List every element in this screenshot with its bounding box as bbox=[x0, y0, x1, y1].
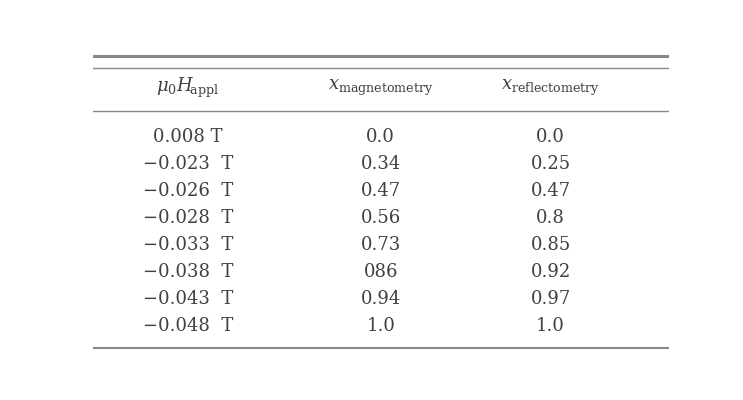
Text: 1.0: 1.0 bbox=[366, 316, 395, 334]
Text: 0.8: 0.8 bbox=[536, 209, 565, 227]
Text: 0.0: 0.0 bbox=[536, 128, 565, 146]
Text: −0.033  T: −0.033 T bbox=[143, 236, 233, 254]
Text: $x_{\mathrm{reflectometry}}$: $x_{\mathrm{reflectometry}}$ bbox=[501, 78, 600, 98]
Text: 0.97: 0.97 bbox=[531, 290, 571, 308]
Text: −0.023  T: −0.023 T bbox=[143, 155, 233, 173]
Text: −0.043  T: −0.043 T bbox=[143, 290, 233, 308]
Text: 0.94: 0.94 bbox=[360, 290, 401, 308]
Text: 0.0: 0.0 bbox=[366, 128, 395, 146]
Text: 0.25: 0.25 bbox=[531, 155, 571, 173]
Text: 1.0: 1.0 bbox=[536, 316, 565, 334]
Text: 0.34: 0.34 bbox=[360, 155, 401, 173]
Text: −0.026  T: −0.026 T bbox=[143, 182, 233, 200]
Text: 0.92: 0.92 bbox=[531, 263, 571, 281]
Text: −0.048  T: −0.048 T bbox=[143, 316, 233, 334]
Text: 0.73: 0.73 bbox=[360, 236, 401, 254]
Text: $\mu_0 H_{\!\mathrm{appl}}$: $\mu_0 H_{\!\mathrm{appl}}$ bbox=[156, 76, 219, 100]
Text: 0.008 T: 0.008 T bbox=[153, 128, 223, 146]
Text: 0.47: 0.47 bbox=[531, 182, 571, 200]
Text: −0.028  T: −0.028 T bbox=[143, 209, 233, 227]
Text: 0.85: 0.85 bbox=[531, 236, 571, 254]
Text: 0.56: 0.56 bbox=[360, 209, 401, 227]
Text: $x_{\mathrm{magnetometry}}$: $x_{\mathrm{magnetometry}}$ bbox=[328, 78, 433, 98]
Text: −0.038  T: −0.038 T bbox=[143, 263, 233, 281]
Text: 0.47: 0.47 bbox=[360, 182, 401, 200]
Text: 086: 086 bbox=[363, 263, 398, 281]
